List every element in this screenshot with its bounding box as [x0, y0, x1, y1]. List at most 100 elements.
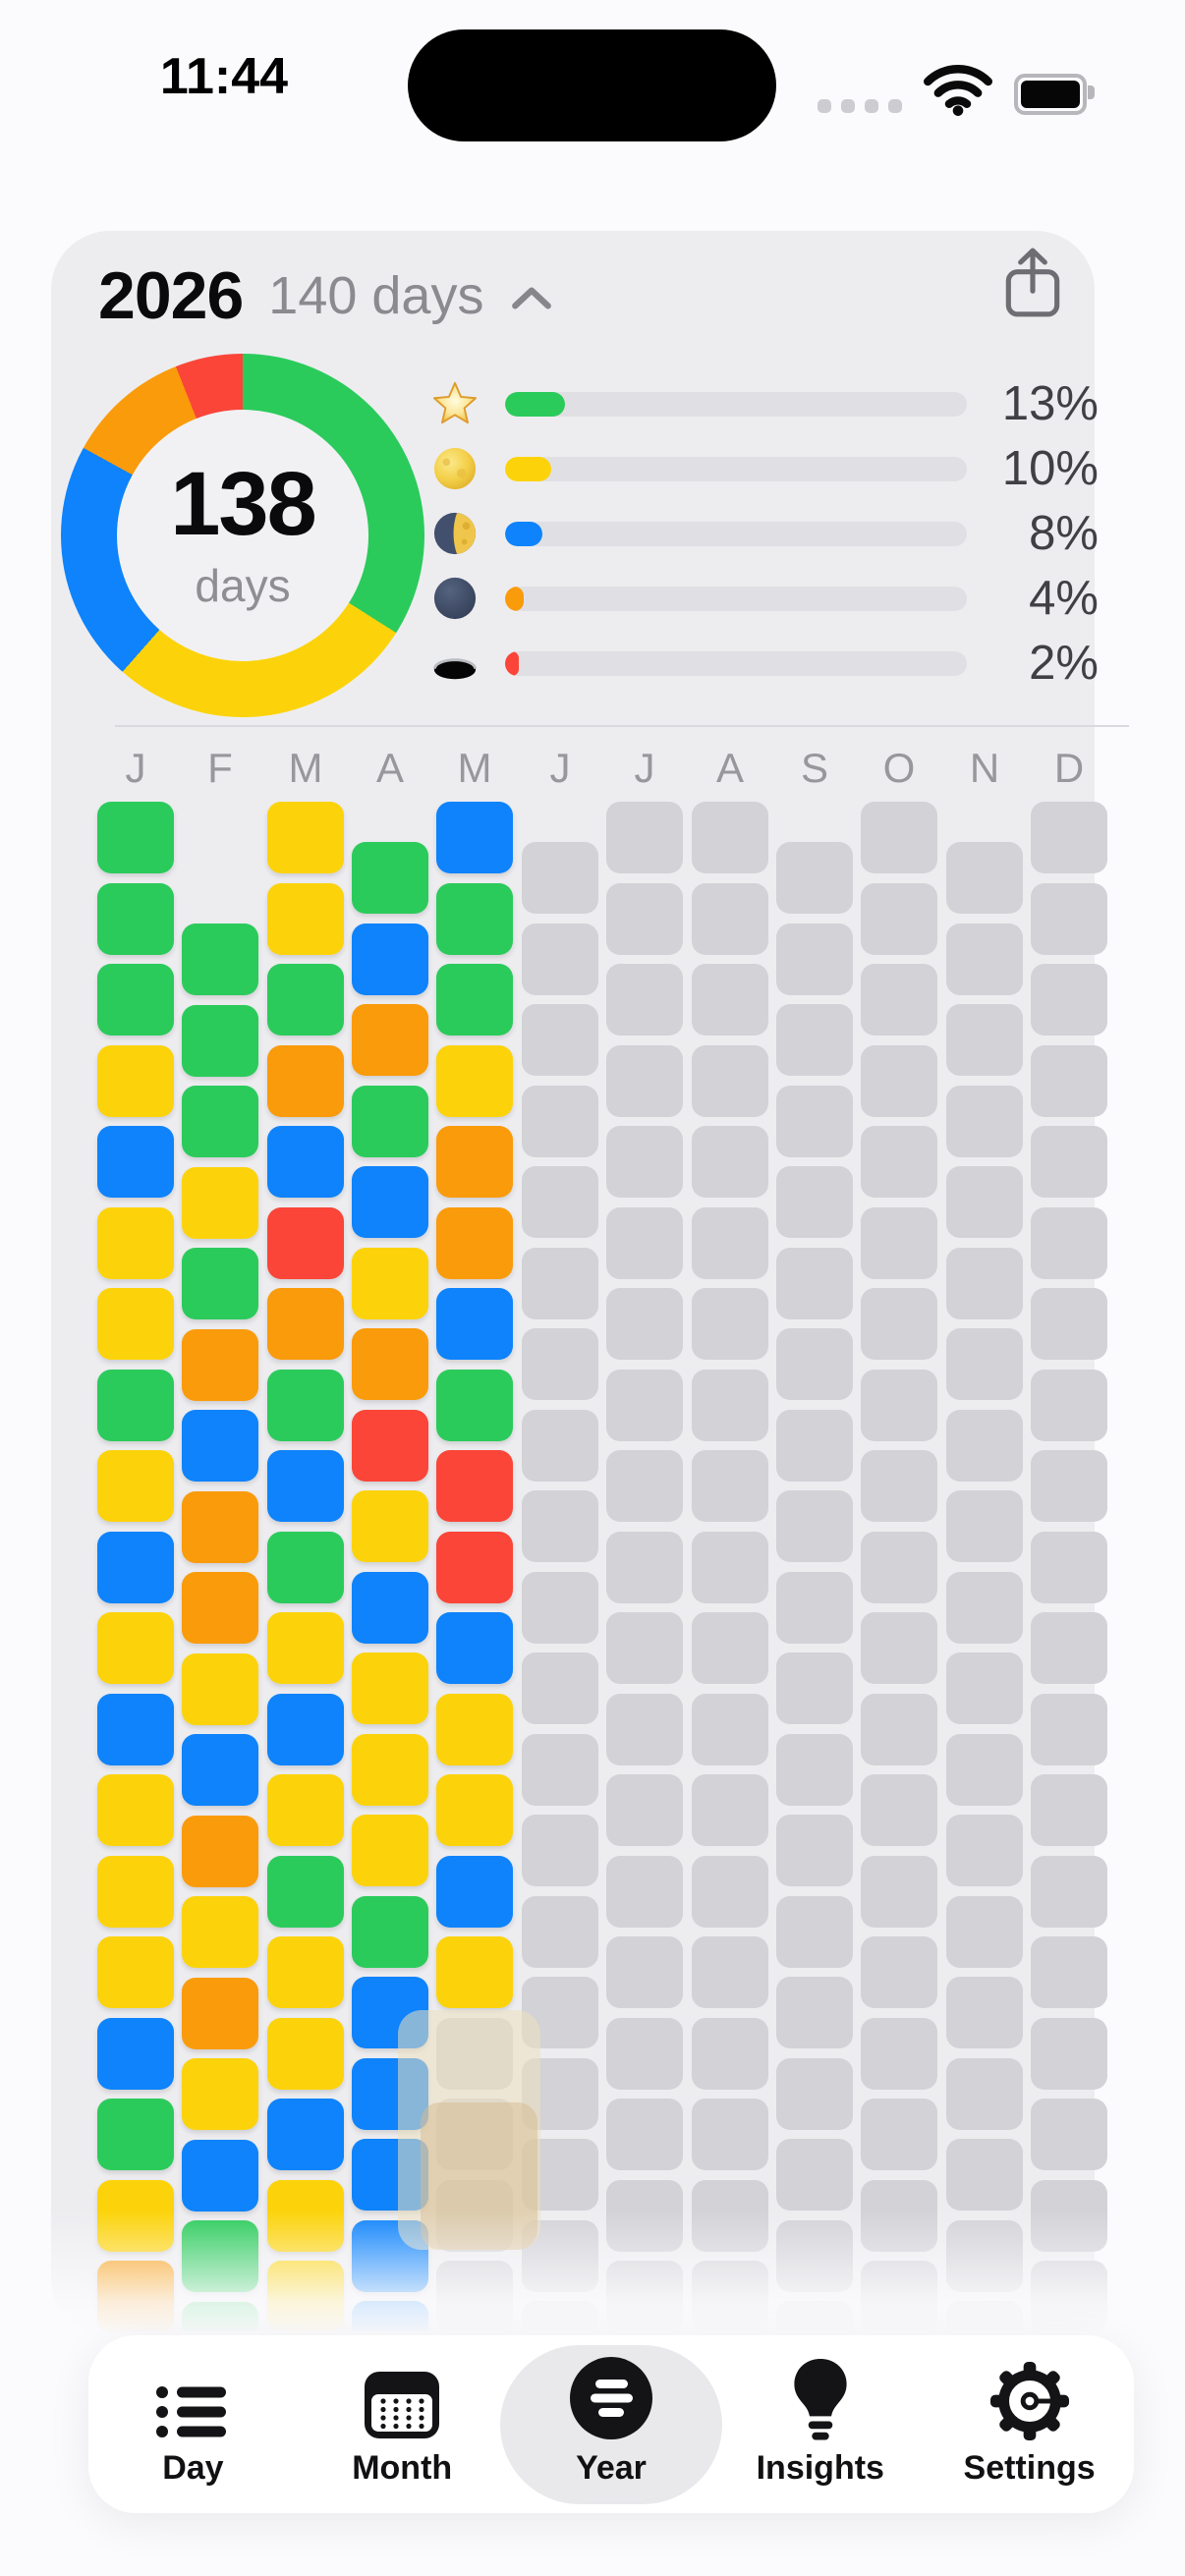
day-cell[interactable] [97, 1369, 174, 1441]
day-cell[interactable] [97, 802, 174, 873]
day-cell [692, 1044, 768, 1117]
day-cell[interactable] [352, 842, 428, 914]
tab-label: Year [576, 2449, 647, 2487]
day-cell[interactable] [182, 924, 258, 995]
day-cell [1031, 1855, 1107, 1928]
tab-year[interactable]: Year [499, 2335, 722, 2513]
day-cell[interactable] [436, 1612, 513, 1684]
day-cell[interactable] [352, 1490, 428, 1562]
day-cell[interactable] [97, 1693, 174, 1765]
day-cell[interactable] [97, 2099, 174, 2170]
day-cell[interactable] [436, 1369, 513, 1441]
tab-insights[interactable]: Insights [715, 2335, 925, 2513]
tab-day[interactable]: Day [88, 2335, 298, 2513]
day-cell[interactable] [182, 1410, 258, 1482]
day-cell[interactable] [182, 1004, 258, 1077]
day-cell[interactable] [182, 1328, 258, 1401]
day-cell[interactable] [267, 1693, 344, 1765]
day-cell[interactable] [97, 1450, 174, 1522]
day-cell[interactable] [182, 2139, 258, 2212]
day-cell[interactable] [436, 1774, 513, 1846]
day-cell [861, 1936, 937, 2008]
day-cell [692, 1855, 768, 1928]
day-cell[interactable] [97, 964, 174, 1036]
day-cell[interactable] [436, 1450, 513, 1522]
day-cell[interactable] [352, 1004, 428, 1076]
day-cell[interactable] [352, 923, 428, 995]
day-cell[interactable] [436, 1044, 513, 1117]
day-cell[interactable] [267, 1855, 344, 1928]
legend-bar-track [505, 391, 967, 417]
day-cell[interactable] [436, 1693, 513, 1765]
day-cell[interactable] [97, 1774, 174, 1846]
day-cell [861, 882, 937, 955]
day-cell[interactable] [267, 964, 344, 1036]
day-cell[interactable] [352, 1166, 428, 1238]
day-cell[interactable] [182, 1086, 258, 1157]
day-cell[interactable] [97, 1612, 174, 1684]
day-cell[interactable] [436, 802, 513, 873]
share-button[interactable] [998, 244, 1067, 326]
day-cell[interactable] [267, 1369, 344, 1441]
day-cell[interactable] [267, 1612, 344, 1684]
day-cell[interactable] [352, 1328, 428, 1400]
day-cell[interactable] [436, 964, 513, 1036]
day-cell[interactable] [97, 1855, 174, 1928]
day-cell[interactable] [267, 1206, 344, 1279]
day-cell[interactable] [97, 1936, 174, 2008]
day-cell[interactable] [182, 1977, 258, 2049]
tab-label: Insights [756, 2449, 884, 2487]
day-cell[interactable] [182, 1815, 258, 1887]
day-cell[interactable] [97, 1288, 174, 1360]
day-cell[interactable] [97, 1044, 174, 1117]
day-cell[interactable] [267, 1288, 344, 1360]
day-cell [606, 1531, 683, 1603]
day-cell [522, 1815, 598, 1886]
day-cell[interactable] [182, 1166, 258, 1239]
day-cell[interactable] [182, 1572, 258, 1644]
day-cell[interactable] [436, 1936, 513, 2008]
tab-settings[interactable]: Settings [925, 2335, 1134, 2513]
day-cell[interactable] [436, 1288, 513, 1360]
day-cell[interactable] [436, 1126, 513, 1198]
day-cell[interactable] [436, 882, 513, 955]
day-cell[interactable] [436, 1855, 513, 1928]
day-cell[interactable] [267, 1126, 344, 1198]
day-cell[interactable] [352, 1815, 428, 1886]
day-cell[interactable] [267, 1774, 344, 1846]
day-cell[interactable] [97, 1206, 174, 1279]
day-cell[interactable] [267, 1936, 344, 2008]
day-cell[interactable] [182, 2058, 258, 2130]
day-cell [692, 1936, 768, 2008]
day-cell[interactable] [267, 802, 344, 873]
day-cell[interactable] [436, 1531, 513, 1603]
card-header[interactable]: 2026 140 days [98, 257, 554, 334]
day-cell[interactable] [352, 1733, 428, 1806]
collapse-chevron-icon[interactable] [509, 284, 554, 318]
day-cell[interactable] [267, 2017, 344, 2090]
day-cell[interactable] [352, 1652, 428, 1724]
day-cell[interactable] [267, 882, 344, 955]
day-cell[interactable] [182, 1652, 258, 1725]
day-cell[interactable] [97, 1531, 174, 1603]
tab-month[interactable]: Month [298, 2335, 507, 2513]
day-cell[interactable] [436, 1206, 513, 1279]
day-cell[interactable] [97, 1126, 174, 1198]
day-cell[interactable] [352, 1085, 428, 1157]
day-cell[interactable] [182, 1896, 258, 1968]
day-cell[interactable] [182, 1490, 258, 1563]
day-cell[interactable] [267, 1450, 344, 1522]
legend-row: 2% [432, 631, 1099, 696]
day-cell[interactable] [267, 1044, 344, 1117]
day-cell[interactable] [267, 1531, 344, 1603]
day-cell[interactable] [352, 1409, 428, 1482]
day-cell [522, 842, 598, 914]
day-cell[interactable] [352, 1247, 428, 1319]
day-cell[interactable] [97, 882, 174, 955]
day-cell[interactable] [352, 1571, 428, 1644]
day-cell[interactable] [182, 1248, 258, 1319]
day-cell[interactable] [182, 1734, 258, 1806]
day-cell[interactable] [352, 1895, 428, 1968]
day-cell[interactable] [267, 2099, 344, 2170]
day-cell[interactable] [97, 2017, 174, 2090]
